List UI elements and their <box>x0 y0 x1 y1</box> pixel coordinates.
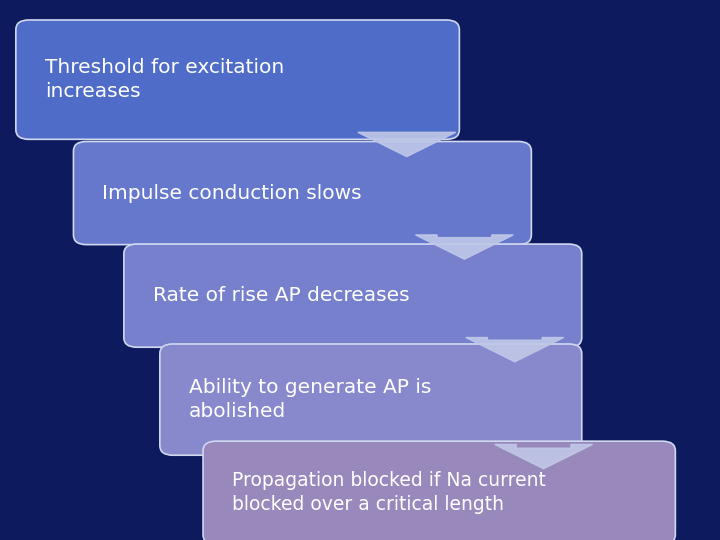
Text: Threshold for excitation
increases: Threshold for excitation increases <box>45 58 284 102</box>
Text: Rate of rise AP decreases: Rate of rise AP decreases <box>153 286 409 305</box>
FancyBboxPatch shape <box>203 441 675 540</box>
Text: Impulse conduction slows: Impulse conduction slows <box>102 184 362 202</box>
Text: Propagation blocked if Na current
blocked over a critical length: Propagation blocked if Na current blocke… <box>232 471 546 515</box>
Text: Ability to generate AP is
abolished: Ability to generate AP is abolished <box>189 378 431 421</box>
FancyBboxPatch shape <box>124 244 582 347</box>
Polygon shape <box>466 338 564 362</box>
Polygon shape <box>415 235 513 259</box>
FancyBboxPatch shape <box>160 344 582 455</box>
FancyBboxPatch shape <box>73 141 531 245</box>
Polygon shape <box>358 132 456 157</box>
Polygon shape <box>495 444 593 469</box>
FancyBboxPatch shape <box>16 20 459 139</box>
